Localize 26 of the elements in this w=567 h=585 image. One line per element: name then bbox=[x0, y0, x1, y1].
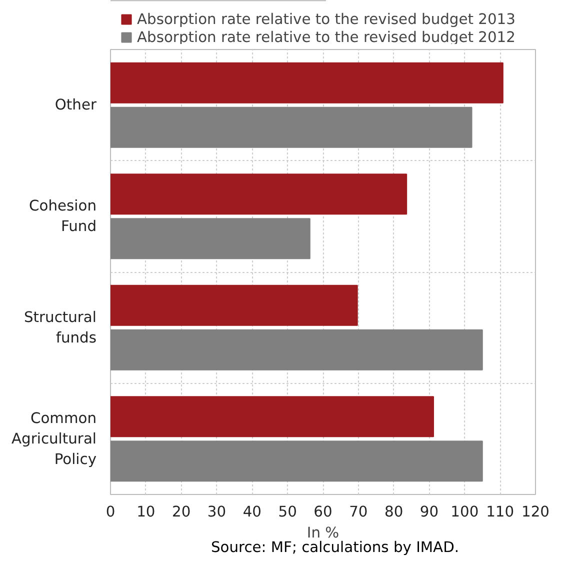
bar bbox=[110, 329, 483, 370]
bar bbox=[110, 106, 472, 148]
bar bbox=[110, 396, 434, 438]
x-tick-label: 70 bbox=[349, 504, 368, 520]
bar bbox=[110, 62, 504, 104]
legend-label: Absorption rate relative to the revised budget 2013 bbox=[137, 10, 516, 28]
x-tick-label: 80 bbox=[384, 504, 404, 520]
x-tick-label: 90 bbox=[420, 504, 439, 520]
y-tick-label: Common Agricultural Policy bbox=[12, 410, 97, 468]
x-tick-label: 30 bbox=[207, 504, 226, 520]
x-tick-label: 50 bbox=[278, 504, 297, 520]
x-tick-label: 20 bbox=[172, 504, 191, 520]
x-tick-label: 0 bbox=[106, 504, 116, 520]
x-tick-label: 120 bbox=[522, 504, 550, 520]
bar bbox=[110, 284, 358, 326]
y-tick-label: Structural funds bbox=[24, 308, 97, 346]
y-tick-label: Cohesion Fund bbox=[29, 198, 97, 236]
y-tick-label: Other bbox=[54, 96, 98, 114]
x-tick-label: 10 bbox=[136, 504, 156, 520]
x-tick-label: 40 bbox=[242, 504, 262, 520]
bar bbox=[110, 218, 310, 260]
x-tick-label: 110 bbox=[486, 504, 514, 520]
bar bbox=[110, 174, 408, 215]
bar bbox=[110, 440, 483, 482]
x-tick-label: 60 bbox=[314, 504, 332, 520]
x-tick-label: 100 bbox=[450, 504, 479, 520]
